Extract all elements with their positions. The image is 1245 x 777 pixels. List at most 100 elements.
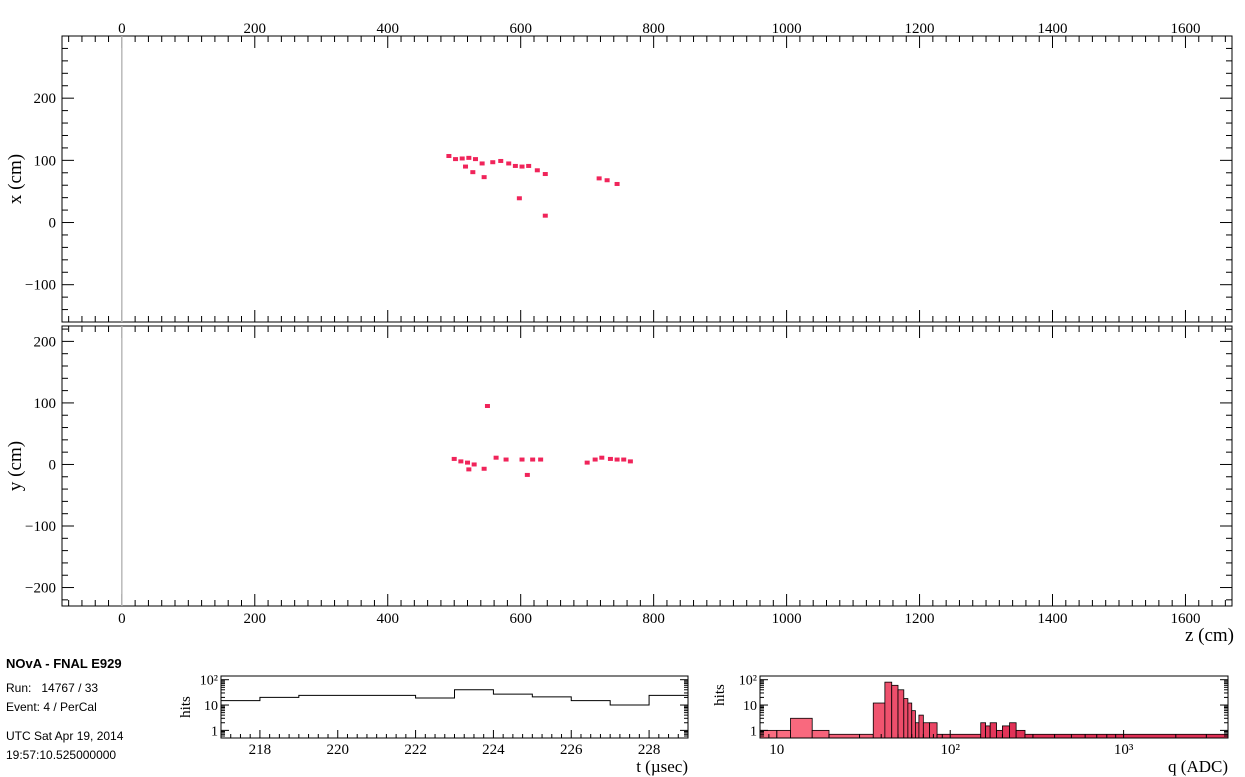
x-tick-label-top: 1600 [1170,21,1200,37]
detector-hit [481,466,487,471]
detector-hit [481,175,487,180]
charge-bin [1024,733,1229,739]
charge-bin [989,722,997,739]
yz-view-panel: −200 −100 0 100 200 0 200 400 600 800 1000 1200 1400… [5,325,1234,646]
event-time: 19:57:10.525000000 [6,748,117,762]
x-tick-label: 1000 [772,611,802,627]
y-axis-label: x (cm) [5,154,26,204]
detector-hit [596,176,602,181]
y-tick-label: 10² [200,674,218,689]
detector-hit [484,404,490,408]
x-tick-label-top: 600 [509,21,532,37]
detector-hit [604,178,610,183]
detector-hit [524,472,530,477]
detector-hit [503,457,509,462]
charge-bin [872,702,886,739]
detector-hit [453,157,459,162]
y-tick-label: −200 [25,581,56,597]
x-tick-label: 0 [118,611,126,627]
x-tick-label: 1200 [905,611,935,627]
x-tick-label-top: 1400 [1038,21,1068,37]
x-tick-label-top: 1000 [772,21,802,37]
detector-hit [471,462,477,467]
y-tick-label: 1 [750,724,757,739]
detector-hit [534,168,540,173]
x-tick-label: 10² [940,742,960,758]
charge-bin [980,722,986,739]
detector-hit [599,455,605,460]
charge-bin [1009,722,1017,739]
x-tick-label: 228 [638,742,661,758]
charge-bin [918,714,924,739]
detector-hit [530,457,536,462]
charge-bin [1002,725,1010,739]
y-tick-label: 10² [739,674,757,689]
charge-bin [936,733,982,739]
charge-bin [985,725,991,739]
detector-hit [526,163,532,168]
y-tick-label: 10 [204,699,218,714]
x-tick-label: 10³ [1114,742,1134,758]
charge-bin [828,733,874,739]
detector-hit [542,213,548,218]
y-tick-label: 100 [34,396,57,412]
x-tick-label: 224 [482,742,505,758]
y-axis-label: y (cm) [5,441,26,491]
x-tick-label: 1600 [1170,611,1200,627]
charge-bin [884,681,893,739]
charge-bin [811,729,830,739]
detector-hit [519,164,525,169]
charge-histogram-panel: 10 10² 10³ 1 10 10² hits q (ADC) [712,674,1229,776]
x-tick-label: 10 [769,742,784,758]
detector-hit [465,460,471,465]
detector-hit [519,457,525,462]
y-tick-label: −100 [25,278,56,294]
detector-hit [538,457,544,462]
plot-frame [61,35,1233,323]
y-tick-label: 200 [34,334,57,350]
detector-hit [592,457,598,462]
run-label: Run: [6,681,32,695]
detector-hit [614,181,620,186]
x-tick-label-top: 1200 [905,21,935,37]
x-tick-label: 222 [404,742,427,758]
charge-bin [915,722,920,739]
detector-hit [463,164,469,169]
charge-bin [922,722,930,739]
charge-bin [996,729,1003,739]
y-tick-label: 0 [49,216,57,232]
x-tick-label: 1400 [1038,611,1068,627]
y-tick-label: 100 [34,153,57,169]
plot-frame [220,675,689,739]
charge-bin [911,710,916,739]
detector-hit [459,156,465,161]
detector-hit [512,163,518,168]
event-info: Event: 4 / PerCal [6,700,97,714]
event-label: Event: [6,700,41,714]
x-axis-label: q (ADC) [1168,757,1228,776]
y-axis-label: hits [712,684,728,706]
detector-hit [506,161,512,166]
x-axis-label: z (cm) [1185,625,1234,646]
event-date: UTC Sat Apr 19, 2014 [6,729,124,743]
detector-hit [446,153,452,158]
detector-hit [516,196,522,201]
charge-bin [891,684,899,739]
xz-view-panel: −100 0 100 200 0 200 400 600 800 1000 1200 1400 1600… [5,21,1233,323]
x-tick-label: 220 [327,742,350,758]
detector-hit [493,455,499,460]
y-tick-label: −100 [25,519,56,535]
experiment-title: NOvA - FNAL E929 [6,656,122,671]
charge-bin [759,729,791,739]
x-tick-label-top: 0 [118,21,126,37]
x-tick-label: 400 [376,611,399,627]
event-value: 4 / PerCal [43,700,97,714]
charge-bin [907,702,913,739]
detector-hit [472,157,478,162]
detector-hit [627,459,633,464]
detector-hit [621,457,627,462]
x-axis-label: t (µsec) [636,757,688,776]
run-value: 14767 / 33 [41,681,99,695]
x-tick-label-top: 400 [376,21,399,37]
